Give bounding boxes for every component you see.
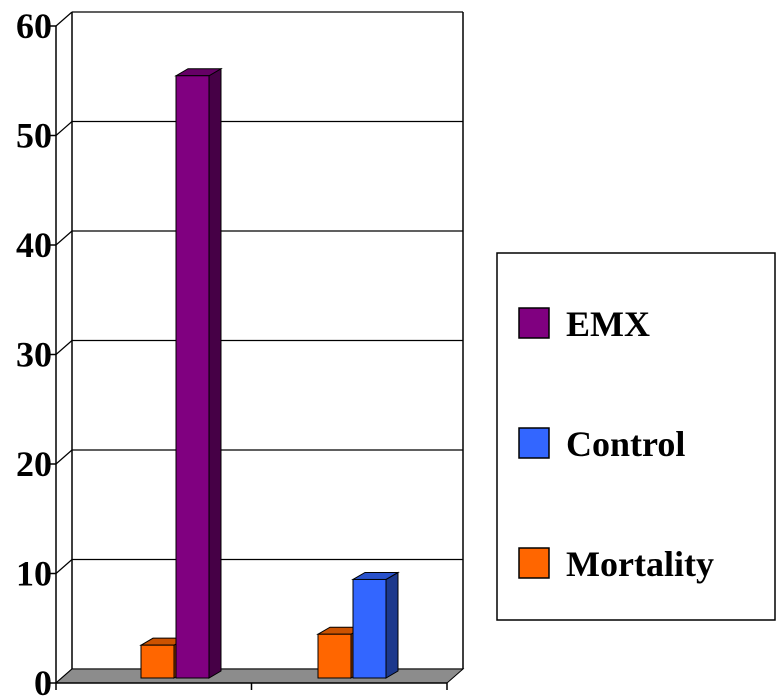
legend-swatch-mortality xyxy=(519,548,549,578)
bar-side xyxy=(209,69,221,678)
bar-front xyxy=(353,579,386,678)
side-gridline xyxy=(56,560,72,574)
chart-floor xyxy=(56,669,463,683)
side-gridline xyxy=(56,231,72,245)
legend-swatch-control xyxy=(519,428,549,458)
bar-emx-1 xyxy=(176,69,221,678)
bar-front xyxy=(176,76,209,678)
bar-front xyxy=(141,645,174,678)
side-gridline xyxy=(56,450,72,464)
y-tick-label: 60 xyxy=(16,6,52,46)
legend: EMX Control Mortality xyxy=(497,253,775,620)
side-gridline xyxy=(56,12,72,26)
side-gridline xyxy=(56,122,72,136)
side-gridline xyxy=(56,341,72,355)
y-tick-label: 50 xyxy=(16,116,52,156)
chart-back-layer xyxy=(56,12,463,683)
y-tick-label: 10 xyxy=(16,554,52,594)
bar-control-2 xyxy=(353,572,398,678)
bar-front xyxy=(318,634,351,678)
y-tick-label: 20 xyxy=(16,444,52,484)
y-tick-label: 30 xyxy=(16,335,52,375)
legend-label-emx: EMX xyxy=(566,304,650,344)
y-tick-label: 0 xyxy=(34,663,52,699)
y-tick-label: 40 xyxy=(16,225,52,265)
bar-side xyxy=(386,572,398,678)
legend-label-mortality: Mortality xyxy=(566,544,714,584)
legend-swatch-emx xyxy=(519,308,549,338)
legend-label-control: Control xyxy=(566,424,685,464)
